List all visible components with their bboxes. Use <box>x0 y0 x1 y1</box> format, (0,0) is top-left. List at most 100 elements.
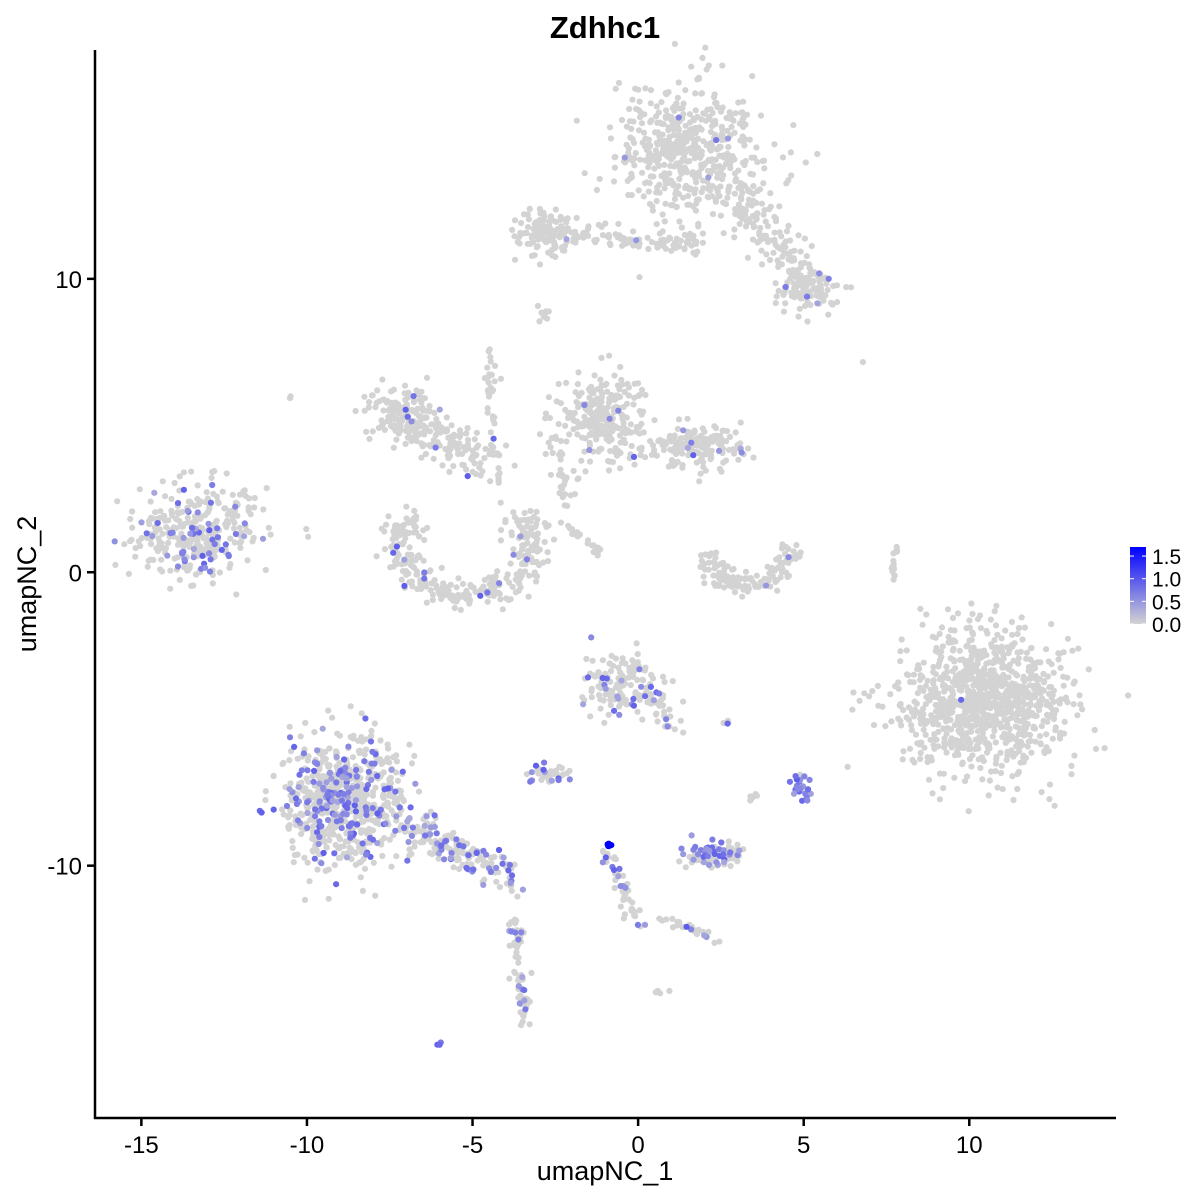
point <box>673 441 680 448</box>
point <box>169 529 176 536</box>
point <box>662 176 669 184</box>
point <box>121 541 128 548</box>
point <box>336 760 343 767</box>
point <box>628 236 635 243</box>
point <box>801 235 809 242</box>
point <box>176 473 183 480</box>
y-tick-label: 10 <box>55 267 82 294</box>
point <box>1010 796 1017 804</box>
point <box>302 719 309 727</box>
point <box>523 556 531 563</box>
point <box>207 556 214 563</box>
point <box>652 711 660 718</box>
point <box>726 115 733 122</box>
point <box>514 238 521 245</box>
point <box>930 741 937 749</box>
point <box>325 866 332 873</box>
point <box>917 605 924 613</box>
color-bar <box>1130 547 1146 624</box>
point <box>311 855 318 862</box>
point <box>296 771 303 778</box>
point <box>427 831 434 838</box>
point <box>244 557 251 564</box>
point <box>125 570 132 578</box>
point <box>656 181 663 188</box>
point <box>561 491 569 498</box>
point <box>924 758 931 766</box>
point <box>315 840 322 848</box>
point <box>965 808 972 815</box>
point <box>163 524 170 531</box>
point <box>330 831 337 838</box>
point <box>676 858 683 865</box>
point <box>784 559 791 566</box>
point <box>372 819 380 826</box>
point <box>670 125 677 132</box>
point <box>480 881 487 889</box>
point <box>152 509 159 516</box>
x-tick-label: -10 <box>290 1132 325 1159</box>
point <box>994 784 1001 791</box>
point <box>964 773 971 780</box>
point <box>443 414 450 421</box>
point <box>772 215 780 222</box>
point <box>944 668 951 675</box>
point <box>725 186 732 193</box>
point <box>647 142 654 149</box>
point <box>617 883 624 890</box>
point <box>487 387 494 394</box>
point <box>682 122 689 129</box>
point <box>981 666 988 674</box>
point <box>721 565 728 572</box>
point <box>616 865 623 873</box>
point <box>259 535 267 542</box>
point <box>663 716 670 723</box>
point <box>726 109 733 116</box>
point <box>452 441 459 448</box>
point <box>619 381 626 388</box>
point <box>361 407 368 414</box>
point <box>653 452 661 459</box>
point <box>581 232 588 239</box>
point <box>1016 624 1023 632</box>
point <box>784 279 791 286</box>
point <box>442 843 450 850</box>
point <box>380 407 387 414</box>
point <box>709 211 717 218</box>
point <box>683 169 691 176</box>
point <box>908 727 916 734</box>
point <box>611 372 618 379</box>
point <box>450 463 457 470</box>
point <box>247 511 254 518</box>
point <box>967 745 975 753</box>
point <box>981 683 988 691</box>
point <box>374 772 381 780</box>
point <box>479 468 486 475</box>
point <box>688 926 695 933</box>
point <box>897 717 904 725</box>
point <box>618 677 625 684</box>
point <box>171 479 178 487</box>
point <box>825 311 832 318</box>
point <box>724 127 731 134</box>
point <box>552 206 559 213</box>
point <box>948 735 955 742</box>
point <box>657 702 664 709</box>
point <box>701 560 708 568</box>
point <box>410 393 417 400</box>
point <box>903 647 910 654</box>
point <box>599 232 607 239</box>
point <box>459 461 466 468</box>
point <box>1076 692 1083 699</box>
point <box>567 492 574 499</box>
point <box>423 813 430 820</box>
point <box>354 839 361 846</box>
point <box>352 849 359 856</box>
point <box>411 752 418 760</box>
point <box>521 997 528 1004</box>
point <box>243 527 250 534</box>
point <box>936 770 944 777</box>
point <box>1037 741 1044 748</box>
point <box>967 715 974 723</box>
point <box>573 399 580 406</box>
